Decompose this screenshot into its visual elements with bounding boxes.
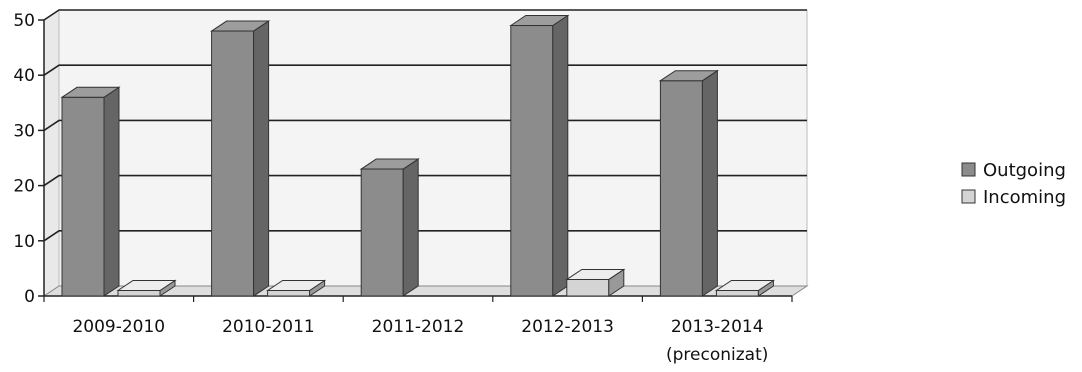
bar-outgoing-front — [211, 30, 255, 297]
y-axis: 0 10 20 30 40 50 — [13, 11, 45, 307]
bar-incoming-front — [267, 289, 311, 297]
bar-outgoing-front — [510, 25, 554, 297]
y-tick-label: 30 — [13, 121, 35, 141]
bar-incoming-top — [714, 279, 776, 291]
x-category-label: 2011-2012 — [372, 317, 465, 337]
bar-outgoing-top — [359, 158, 420, 170]
bar-incoming — [565, 268, 626, 297]
bar-incoming-top — [265, 279, 327, 291]
y-tick-label: 50 — [13, 11, 35, 31]
bar-outgoing — [209, 20, 271, 297]
bar-outgoing-front — [61, 96, 105, 297]
x-category-label: 2010-2011 — [222, 317, 315, 337]
bar-outgoing-top — [60, 86, 121, 98]
bar-outgoing-top — [209, 20, 271, 32]
bar-incoming-top — [565, 268, 626, 280]
legend-swatch-incoming — [961, 189, 976, 204]
bar-outgoing-side — [552, 14, 569, 297]
bar-outgoing-top — [658, 70, 720, 82]
x-category-sublabel: (preconizat) — [666, 345, 768, 365]
x-category-label: 2009-2010 — [72, 317, 165, 337]
bar-outgoing-top — [509, 15, 570, 27]
legend: Outgoing Incoming — [961, 160, 1066, 208]
bar-incoming-front — [715, 289, 759, 297]
y-tick-label: 10 — [13, 232, 35, 252]
bar-incoming — [116, 279, 177, 297]
x-category-label: 2012-2013 — [521, 317, 614, 337]
bar-incoming — [714, 279, 776, 297]
bar-incoming-front — [117, 289, 161, 297]
legend-label-outgoing: Outgoing — [983, 160, 1066, 181]
bar-outgoing — [658, 69, 720, 297]
y-tick-label: 0 — [24, 287, 35, 307]
bar-outgoing-side — [253, 20, 270, 297]
bar-outgoing — [60, 86, 121, 297]
gridline — [43, 9, 807, 21]
x-category-label: 2013-2014 — [671, 317, 764, 337]
bars — [60, 14, 776, 297]
bar-outgoing-side — [701, 69, 718, 297]
bar-outgoing-side — [103, 86, 120, 297]
bar-incoming — [265, 279, 327, 297]
x-axis: 2009-2010 2010-2011 2011-2012 2012-2013 2013… — [43, 295, 793, 365]
bar-outgoing-side — [402, 158, 419, 297]
bar-incoming-front — [566, 278, 610, 297]
bar-incoming-top — [116, 279, 177, 291]
bar-outgoing-front — [360, 168, 404, 297]
side-wall — [43, 9, 60, 297]
bar-outgoing — [359, 158, 420, 297]
y-tick-label: 40 — [13, 66, 35, 86]
y-tick-label: 20 — [13, 177, 35, 197]
bar-outgoing — [509, 14, 570, 297]
bar-outgoing-front — [659, 80, 703, 297]
legend-label-incoming: Incoming — [983, 187, 1066, 208]
legend-swatch-outgoing — [961, 162, 976, 177]
